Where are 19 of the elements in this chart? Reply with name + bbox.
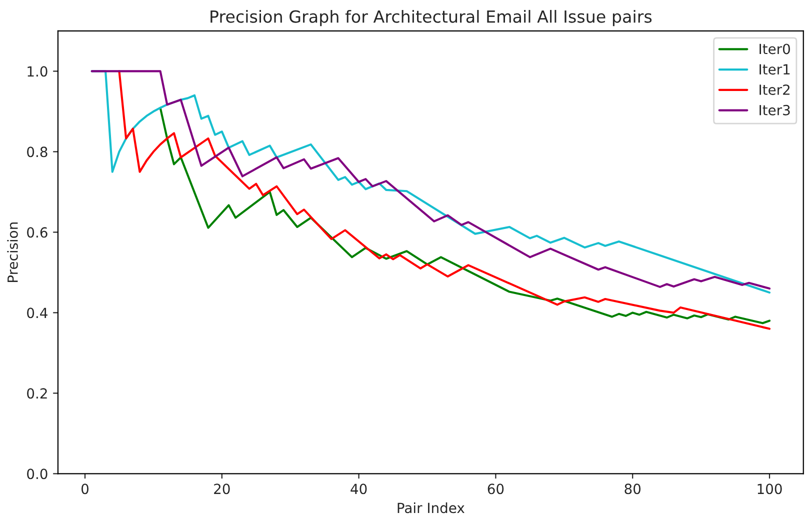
- x-tick-label: 40: [350, 484, 367, 494]
- chart-title: Precision Graph for Architectural Email All Issue pairs: [210, 10, 652, 26]
- x-tick-label: 0: [81, 484, 88, 494]
- legend-label: Iter2: [760, 84, 790, 95]
- x-tick-label: 20: [214, 484, 230, 494]
- y-axis-title: Precision: [7, 222, 18, 282]
- x-axis-title: Pair Index: [398, 502, 464, 514]
- legend-label: Iter0: [760, 44, 790, 54]
- y-tick-label: 0.2: [27, 388, 47, 399]
- x-tick-label: 60: [488, 484, 504, 494]
- y-tick-label: 0.8: [27, 146, 48, 158]
- x-tick-label: 80: [624, 484, 641, 494]
- x-tick-label: 100: [758, 484, 782, 494]
- y-tick-label: 0.4: [27, 308, 48, 318]
- legend-label: Iter3: [760, 104, 790, 116]
- y-tick-label: 0.6: [27, 227, 48, 238]
- y-tick-label: 0.0: [27, 468, 48, 480]
- legend-label: Iter1: [760, 64, 790, 75]
- y-tick-label: 1.0: [28, 66, 48, 77]
